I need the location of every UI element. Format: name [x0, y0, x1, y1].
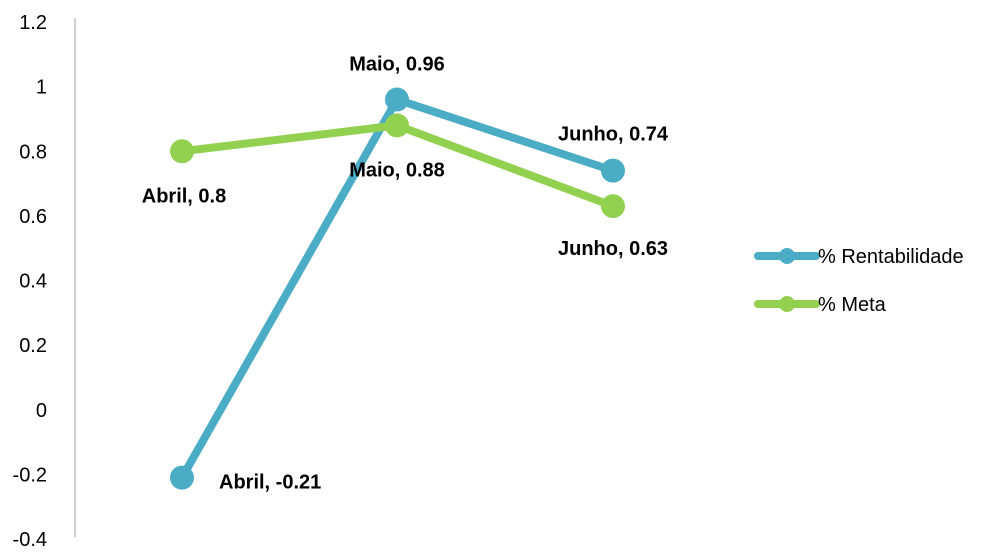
y-tick-label: 1.2: [19, 12, 47, 34]
y-axis-ticks: 1.2 1 0.8 0.6 0.4 0.2 0 -0.2 -0.4: [13, 12, 47, 551]
data-label: Abril, -0.21: [219, 472, 321, 494]
data-labels: Abril, -0.21 Maio, 0.96 Junho, 0.74 Abril, …: [142, 54, 669, 494]
y-tick-label: -0.4: [13, 529, 47, 551]
data-label: Maio, 0.88: [349, 159, 445, 181]
y-tick-label: 0.6: [19, 206, 47, 228]
data-label: Abril, 0.8: [142, 185, 226, 207]
data-label: Junho, 0.63: [558, 238, 668, 260]
data-point: [170, 465, 194, 490]
y-tick-label: 0: [36, 400, 47, 422]
data-point: [385, 113, 409, 138]
legend-label: % Meta: [818, 294, 887, 316]
data-label: Junho, 0.74: [558, 124, 669, 146]
data-label: Maio, 0.96: [349, 54, 445, 76]
y-tick-label: -0.2: [13, 464, 47, 486]
legend-label: % Rentabilidade: [818, 246, 964, 268]
legend: % Rentabilidade % Meta: [754, 246, 964, 316]
series-layer: [170, 87, 625, 490]
y-tick-label: 1: [36, 77, 47, 99]
data-point: [601, 194, 625, 219]
series-line-0: [178, 95, 617, 482]
legend-marker-0: [779, 248, 795, 264]
data-point: [170, 139, 194, 164]
data-point: [385, 87, 409, 112]
legend-marker-1: [779, 296, 795, 312]
y-tick-label: 0.2: [19, 335, 47, 357]
data-point: [601, 158, 625, 183]
y-tick-label: 0.8: [19, 141, 47, 163]
y-tick-label: 0.4: [19, 271, 47, 293]
